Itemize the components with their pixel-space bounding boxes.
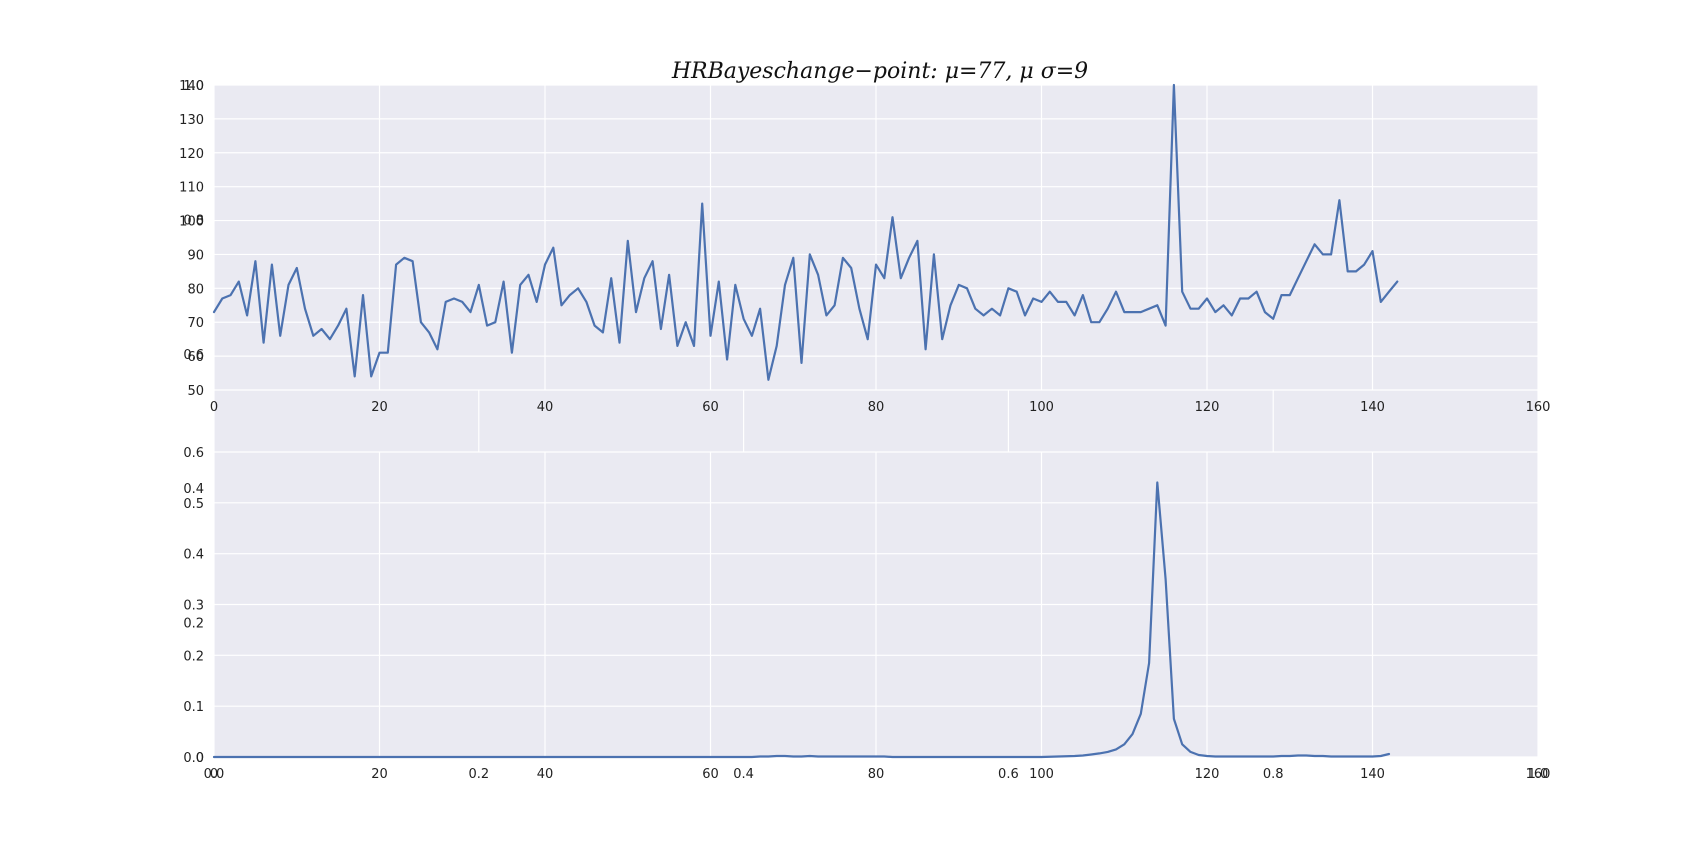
overlay-xtick-label: 1.0 [1528,767,1549,782]
series-line-hr [212,83,1399,381]
ytick-label: 50 [187,384,204,399]
overlay-xtick-label: 0.4 [733,767,754,782]
ytick-label: 140 [179,79,204,94]
xtick-label: 0 [210,767,218,782]
ytick-label: 0.3 [183,599,204,614]
overlay-ytick-label: 0.0 [183,751,204,766]
ytick-label: 0 [196,751,204,766]
xtick-label: 0 [210,400,218,415]
ytick-label: 0.4 [183,548,204,563]
overlay-ytick-label: 0.8 [183,213,204,228]
ytick-label: 110 [179,181,204,196]
xtick-label: 20 [371,400,388,415]
overlay-xtick-label: 0.2 [468,767,489,782]
subplot-posterior: 00.10.20.30.40.50.60 20 40 60 80 100 120 140 160 [183,446,1550,782]
xtick-label: 40 [537,400,554,415]
main-plot-area: 0.0 0.2 0.4 0.6 0.8 1.0 0.0 0.2 0.4 0.6 0.8 1.0 50 60… [179,79,1550,782]
ytick-label: 90 [187,248,204,263]
ytick-label: 80 [187,282,204,297]
xtick-label: 160 [1526,767,1551,782]
ytick-label: 0.1 [183,700,204,715]
xtick-label: 20 [371,767,388,782]
ytick-label: 120 [179,147,204,162]
series-line-posterior [212,481,1391,759]
xtick-label: 40 [537,767,554,782]
xtick-label: 160 [1526,400,1551,415]
overlay-xtick-label: 0.8 [1263,767,1284,782]
ytick-label: 100 [179,215,204,230]
xtick-label: 100 [1029,400,1054,415]
xtick-label: 80 [868,400,885,415]
ytick-label: 0.2 [183,649,204,664]
overlay-ytick-label: 0.2 [183,617,204,632]
ytick-label: 130 [179,113,204,128]
xtick-label: 60 [702,767,719,782]
xtick-label: 140 [1360,400,1385,415]
overlay-ytick-label: 1.0 [183,79,204,94]
ytick-label: 0.6 [183,446,204,461]
xtick-label: 140 [1360,767,1385,782]
overlay-xtick-label: 0.6 [998,767,1019,782]
xtick-label: 100 [1029,767,1054,782]
xtick-label: 120 [1195,400,1220,415]
subplot-hr: 50 60 70 80 90 100 110 120 130 140 0 20 40 60 80 100 120… [179,79,1550,415]
ytick-label: 0.5 [183,497,204,512]
xtick-label: 80 [868,767,885,782]
xtick-label: 60 [702,400,719,415]
overlay-ytick-label: 0.4 [183,482,204,497]
xtick-label: 120 [1195,767,1220,782]
overlay-ytick-label: 0.6 [183,348,204,363]
ytick-label: 70 [187,316,204,331]
chart-title: HRBayeschange−point: μ=77, μ σ=9 [671,59,1088,84]
ytick-label: 60 [187,350,204,365]
overlay-xtick-label: 0.0 [204,767,225,782]
